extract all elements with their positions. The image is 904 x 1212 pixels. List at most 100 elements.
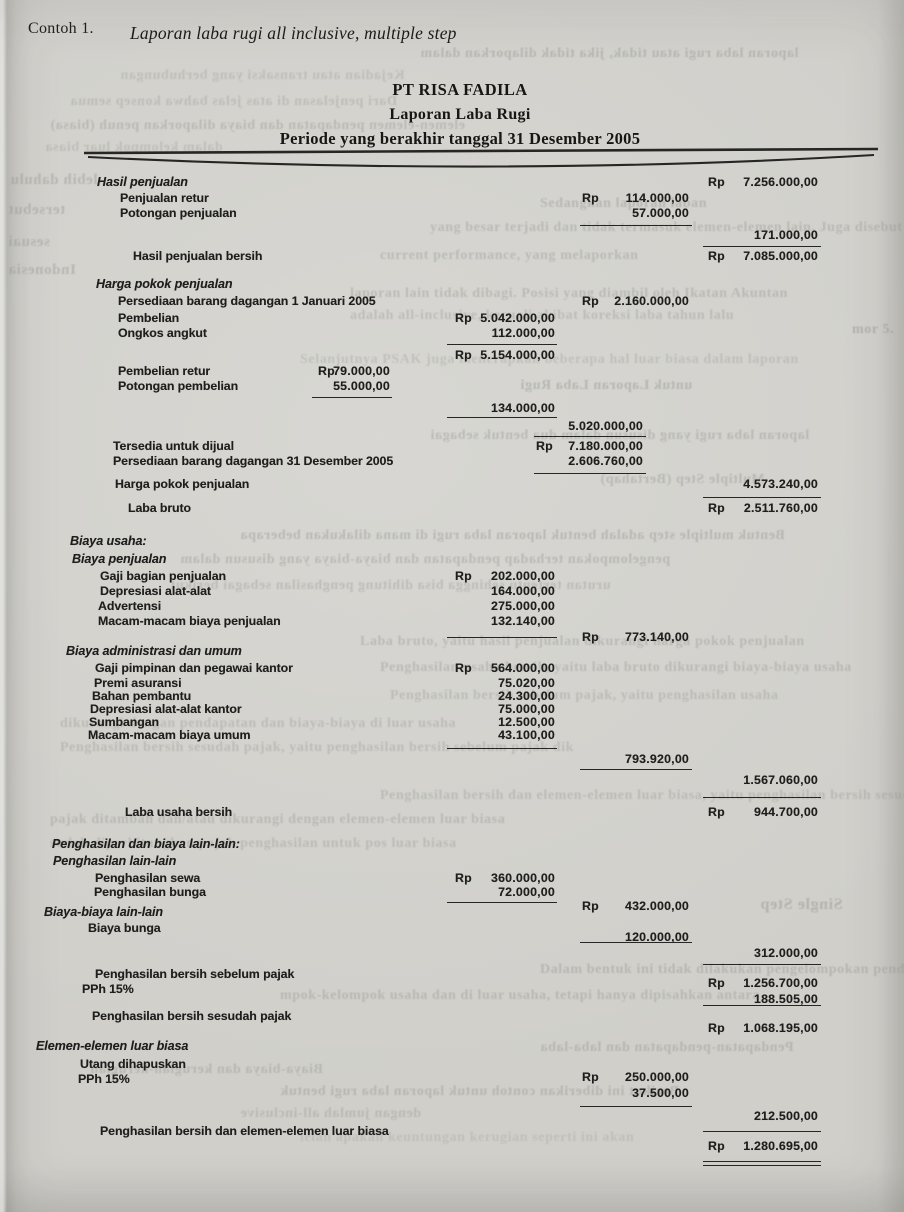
amount-value: 4.573.240,00: [743, 477, 818, 491]
rule-row: Rp 773.140,00: [0, 629, 904, 645]
subtotal-rule: [447, 344, 557, 345]
value-row: Rp 1.280.695,00: [0, 1137, 904, 1154]
amount-value: 275.000,00: [490, 599, 555, 613]
line-item-label: PPh 15%: [82, 982, 134, 996]
spacer-row: [0, 518, 904, 535]
statement-row: Tersedia untuk dijual Rp 7.180.000,00: [0, 440, 904, 455]
subtotal-rule: [312, 397, 392, 398]
line-item-label: Ongkos angkut: [118, 326, 207, 340]
rule-row: [0, 432, 904, 440]
subtotal-rule: [580, 769, 692, 770]
section-heading: Penghasilan dan biaya lain-lain:: [52, 837, 240, 851]
currency-prefix: Rp: [708, 1139, 725, 1153]
currency-prefix: Rp: [582, 630, 599, 644]
line-item-label: Macam-macam biaya umum: [88, 728, 251, 742]
report-period: Periode yang berakhir tanggal 31 Desembe…: [279, 129, 641, 148]
currency-prefix: Rp: [582, 191, 599, 205]
value-row: 1.567.060,00: [0, 774, 904, 788]
statement-row: Premi asuransi 75.020,00: [0, 677, 904, 690]
statement-row: Harga pokok penjualan 4.573.240,00: [0, 478, 904, 491]
line-item-label: Pembelian: [118, 311, 180, 325]
statement-row: Advertensi 275.000,00: [0, 600, 904, 615]
statement-row: Biaya usaha:: [0, 535, 904, 553]
line-item-label: Harga pokok penjualan: [115, 477, 250, 491]
report-header: PT RISA FADILA Laporan Laba Rugi Periode…: [0, 80, 904, 149]
statement-row: Macam-macam biaya umum 43.100,00: [0, 729, 904, 742]
amount-value: 564.000,00: [490, 661, 555, 675]
line-item-label: Penghasilan sewa: [95, 871, 201, 885]
statement-row: Elemen-elemen luar biasa: [0, 1040, 904, 1058]
statement-row: Penghasilan bersih sesudah pajak Rp 1.068.…: [0, 1010, 904, 1035]
line-item-label: Sumbangan: [89, 715, 160, 729]
statement-row: Penghasilan bersih dan elemen-elemen lua…: [0, 1124, 904, 1138]
line-item-label: Laba usaha bersih: [125, 805, 233, 819]
line-item-label: Depresiasi alat-alat: [100, 584, 211, 598]
amount-value: 57.000,00: [632, 206, 689, 220]
line-item-label: Penghasilan bersih dan elemen-elemen lua…: [100, 1124, 389, 1138]
rule-row: [0, 220, 904, 229]
amount-value: 120.000,00: [624, 930, 689, 944]
line-item-label: Penjualan retur: [120, 191, 209, 205]
rule-row: [0, 241, 904, 250]
line-item-label: Gaji bagian penjualan: [100, 569, 226, 583]
report-title: Laporan Laba Rugi: [389, 106, 531, 123]
amount-value: 132.140,00: [490, 614, 555, 628]
rule-row: [0, 999, 904, 1010]
statement-row: Harga pokok penjualan: [0, 278, 904, 295]
rule-row: [0, 392, 904, 402]
statement-row: Laba usaha bersih Rp 944.700,00: [0, 806, 904, 822]
header-rule-lines: [83, 147, 879, 168]
line-item-label: Laba bruto: [128, 501, 192, 515]
subtotal-rule: [703, 496, 821, 498]
line-item-label: Potongan pembelian: [118, 379, 239, 393]
statement-row: Pembelian retur Rp 79.000,00: [0, 365, 904, 380]
amount-value: 1.567.060,00: [743, 773, 818, 787]
currency-prefix: Rp: [708, 976, 725, 990]
section-heading: Biaya penjualan: [72, 552, 167, 566]
subtotal-rule: [447, 416, 557, 418]
amount-value: 212.500,00: [753, 1109, 818, 1123]
line-item-label: Biaya bunga: [88, 921, 161, 935]
amount-value: 112.000,00: [491, 326, 555, 340]
statement-row: Penghasilan bunga 72.000,00: [0, 885, 904, 899]
statement-row: Persediaan barang dagangan 1 Januari 200…: [0, 295, 904, 312]
amount-value: 7.085.000,00: [743, 249, 818, 263]
statement-row: Gaji bagian penjualan Rp 202.000,00: [0, 570, 904, 585]
spacer-row: [0, 1026, 904, 1040]
currency-prefix: Rp: [455, 569, 472, 583]
value-row: 212.500,00: [0, 1110, 904, 1125]
amount-value: 312.000,00: [753, 946, 818, 960]
subtotal-rule: [580, 224, 692, 226]
statement-row: Sumbangan 12.500,00: [0, 716, 904, 729]
subtotal-rule: [447, 902, 557, 903]
company-name: PT RISA FADILA: [392, 80, 528, 99]
amount-value: 5.154.000,00: [480, 348, 555, 362]
amount-value: 2.160.000,00: [614, 294, 689, 308]
subtotal-rule: [703, 797, 821, 798]
line-item-label: Penghasilan bersih sebelum pajak: [95, 967, 295, 981]
currency-prefix: Rp: [708, 1021, 725, 1035]
amount-value: 944.700,00: [753, 805, 818, 819]
amount-value: 72.000,00: [498, 885, 555, 899]
statement-row: Penghasilan dan biaya lain-lain:: [0, 838, 904, 855]
ghost-text-line: laporan laba rugi atau tidak, jika tidak…: [420, 46, 799, 61]
statement-row: PPh 15% 37.500,00: [0, 1073, 904, 1100]
amount-value: 432.000,00: [624, 899, 689, 913]
currency-prefix: Rp: [455, 311, 472, 325]
line-item-label: Pembelian retur: [118, 364, 211, 378]
statement-row: Hasil penjualan bersih Rp 7.085.000,00: [0, 250, 904, 266]
line-item-label: Advertensi: [98, 599, 162, 613]
value-row: Rp 5.154.000,00: [0, 349, 904, 365]
currency-prefix: Rp: [708, 501, 725, 515]
rule-row: [0, 788, 904, 806]
rule-row: [0, 1154, 904, 1168]
statement-row: Macam-macam biaya penjualan 132.140,00: [0, 615, 904, 629]
rule-row: [0, 1101, 904, 1110]
value-row: 171.000,00: [0, 229, 904, 242]
subtotal-rule: [703, 1131, 821, 1132]
amount-value: 114.000,00: [625, 191, 689, 205]
currency-prefix: Rp: [582, 294, 599, 308]
line-item-label: Potongan penjualan: [120, 206, 237, 220]
statement-row: Potongan pembelian 55.000,00: [0, 379, 904, 393]
